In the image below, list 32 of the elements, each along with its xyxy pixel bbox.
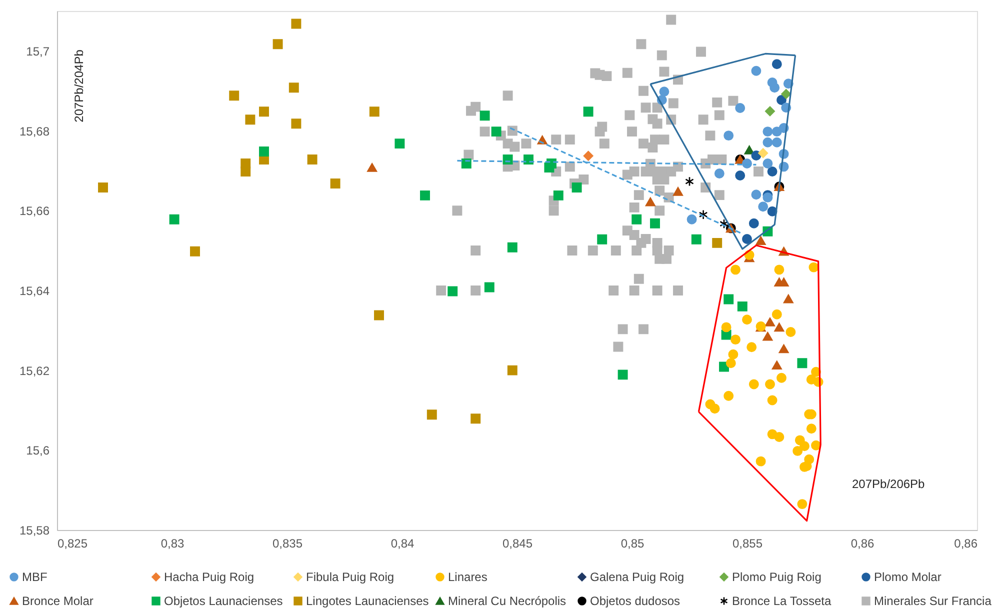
legend-label: Mineral Cu Necrópolis bbox=[448, 594, 566, 608]
y-tick-label: 15,62 bbox=[19, 364, 50, 378]
legend-label: MBF bbox=[22, 570, 48, 584]
x-tick-label: 0,845 bbox=[502, 536, 533, 550]
legend-label: Hacha Puig Roig bbox=[164, 570, 254, 584]
x-tick-label: 0,825 bbox=[58, 536, 88, 550]
x-tick-label: 0,835 bbox=[272, 536, 303, 550]
x-tick-label: 0,855 bbox=[732, 536, 763, 550]
legend-label: Bronce Molar bbox=[22, 594, 94, 608]
legend-label: Galena Puig Roig bbox=[590, 570, 684, 584]
legend-label: Lingotes Launacienses bbox=[306, 594, 429, 608]
y-tick-label: 15,6 bbox=[26, 444, 50, 458]
legend-label: Minerales Sur Francia bbox=[874, 594, 992, 608]
y-axis-title: 207Pb/204Pb bbox=[72, 49, 86, 122]
legend-label: Fibula Puig Roig bbox=[306, 570, 394, 584]
legend-label: Objetos dudosos bbox=[590, 594, 680, 608]
y-tick-label: 15,68 bbox=[19, 124, 50, 138]
x-tick-label: 0,83 bbox=[160, 536, 184, 550]
y-tick-label: 15,7 bbox=[26, 44, 50, 58]
legend-label: Objetos Launacienses bbox=[164, 594, 283, 608]
x-tick-label: 0,86 bbox=[850, 536, 874, 550]
y-tick-label: 15,66 bbox=[19, 204, 50, 218]
legend-label: Bronce La Tosseta bbox=[732, 594, 832, 608]
x-tick-label: 0,86 bbox=[954, 536, 978, 550]
x-tick-label: 0,85 bbox=[620, 536, 644, 550]
legend-label: Linares bbox=[448, 570, 488, 584]
y-tick-label: 15,64 bbox=[19, 284, 50, 298]
x-tick-label: 0,84 bbox=[390, 536, 414, 550]
legend-label: Plomo Puig Roig bbox=[732, 570, 822, 584]
legend-label: Plomo Molar bbox=[874, 570, 942, 584]
x-axis-title: 207Pb/206Pb bbox=[852, 477, 926, 491]
y-tick-label: 15,58 bbox=[19, 524, 50, 538]
